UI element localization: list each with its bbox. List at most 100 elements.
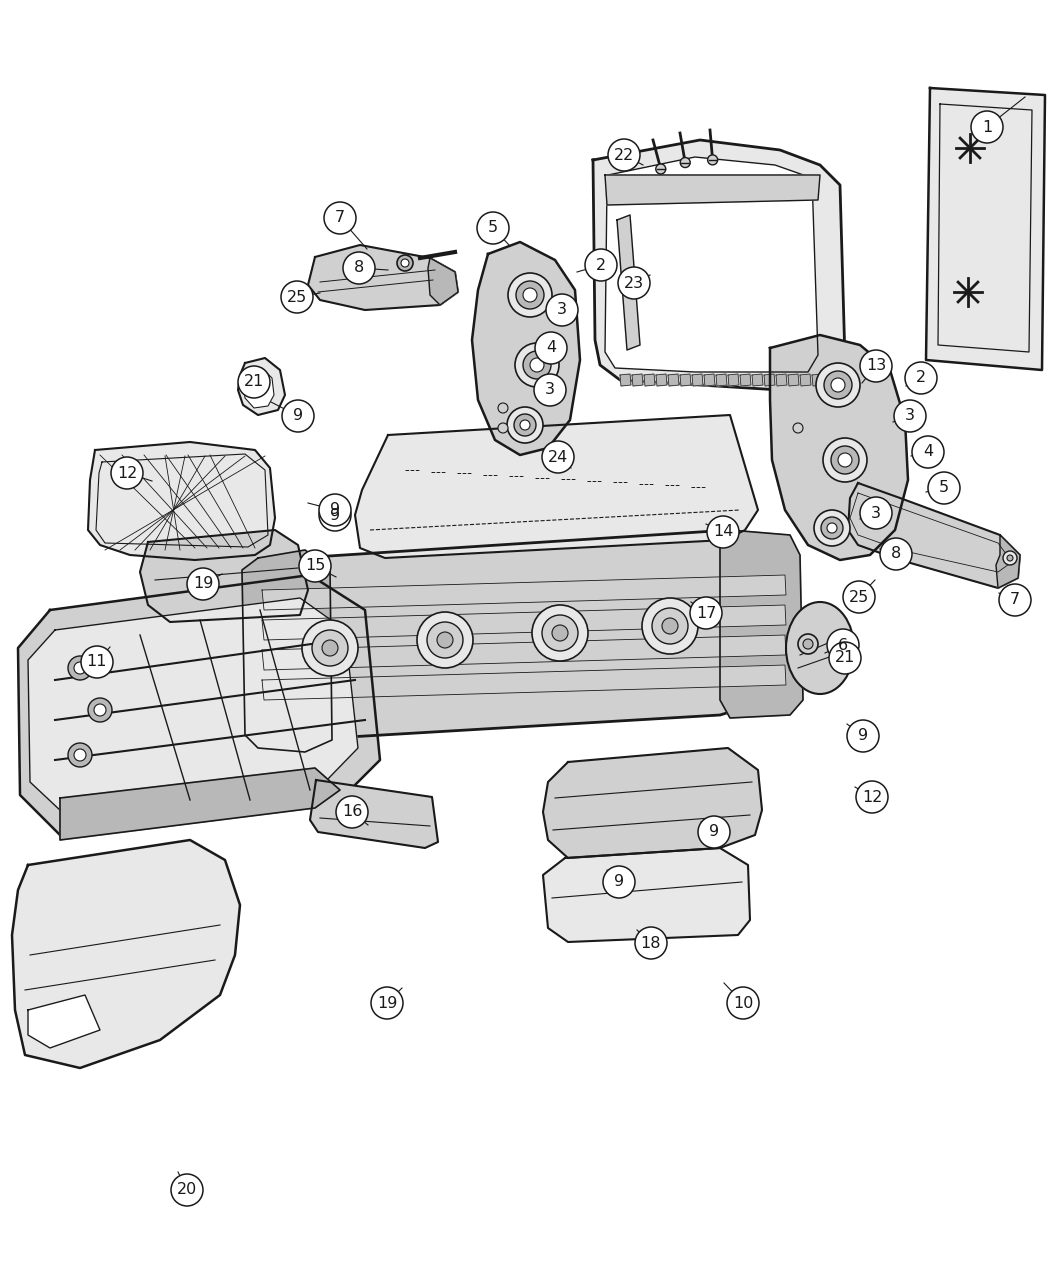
Polygon shape [764,374,775,386]
Text: 2: 2 [596,258,606,273]
Circle shape [618,266,650,300]
Text: 7: 7 [335,210,345,226]
Polygon shape [308,245,458,310]
Polygon shape [262,666,786,700]
Polygon shape [788,374,799,386]
Circle shape [642,598,698,654]
Circle shape [319,499,351,530]
Circle shape [187,567,219,601]
Text: 25: 25 [287,289,307,305]
Polygon shape [620,374,631,386]
Polygon shape [800,374,811,386]
Circle shape [831,446,859,474]
Circle shape [662,618,678,634]
Circle shape [816,363,860,407]
Circle shape [281,280,313,312]
Circle shape [823,439,867,482]
Circle shape [707,516,739,548]
Text: 12: 12 [862,789,882,805]
Text: 6: 6 [838,638,848,653]
Text: 10: 10 [733,996,753,1011]
Circle shape [727,987,759,1019]
Polygon shape [262,635,786,669]
Polygon shape [28,994,100,1048]
Polygon shape [250,530,790,740]
Polygon shape [12,840,240,1068]
Text: 14: 14 [713,524,733,539]
Circle shape [1007,555,1013,561]
Polygon shape [644,374,655,386]
Polygon shape [752,374,763,386]
Circle shape [542,441,574,473]
Circle shape [68,657,92,680]
Polygon shape [428,258,458,305]
Circle shape [508,273,552,317]
Circle shape [417,612,472,668]
Circle shape [532,606,588,660]
Circle shape [111,456,143,490]
Polygon shape [996,536,1020,588]
Text: 19: 19 [377,996,397,1011]
Circle shape [507,407,543,442]
Text: 9: 9 [330,507,340,523]
Text: 9: 9 [330,502,340,518]
Text: 9: 9 [858,728,868,743]
Polygon shape [543,848,750,942]
Circle shape [401,259,410,266]
Polygon shape [310,780,438,848]
Circle shape [312,630,348,666]
Circle shape [860,497,892,529]
Circle shape [534,374,566,405]
Circle shape [843,581,875,613]
Circle shape [656,164,666,173]
Circle shape [94,704,106,717]
Text: 8: 8 [890,547,901,561]
Polygon shape [776,374,788,386]
Polygon shape [926,88,1045,370]
Circle shape [860,351,892,382]
Circle shape [516,280,544,309]
Polygon shape [680,374,691,386]
Ellipse shape [786,602,854,694]
Circle shape [299,550,331,581]
Circle shape [635,927,667,959]
Circle shape [838,453,852,467]
Text: 23: 23 [624,275,644,291]
Polygon shape [632,374,643,386]
Polygon shape [848,483,1020,588]
Text: 11: 11 [87,654,107,669]
Text: 7: 7 [1010,593,1020,607]
Text: 18: 18 [640,936,662,950]
Polygon shape [140,530,308,622]
Circle shape [708,154,717,164]
Text: 16: 16 [342,805,362,820]
Circle shape [894,400,926,432]
Circle shape [698,816,730,848]
Circle shape [928,472,960,504]
Circle shape [552,625,568,641]
Circle shape [514,414,536,436]
Circle shape [171,1174,203,1206]
Text: 3: 3 [556,302,567,317]
Circle shape [847,720,879,752]
Circle shape [798,634,818,654]
Text: 25: 25 [848,589,869,604]
Polygon shape [716,374,727,386]
Circle shape [498,423,508,434]
Circle shape [680,158,690,167]
Circle shape [608,139,640,171]
Polygon shape [692,374,704,386]
Polygon shape [824,374,835,386]
Circle shape [81,646,113,678]
Text: 1: 1 [982,120,992,134]
Polygon shape [740,374,751,386]
Circle shape [546,295,578,326]
Polygon shape [543,748,762,858]
Circle shape [880,538,912,570]
Text: 24: 24 [548,450,568,464]
Text: 4: 4 [546,340,556,356]
Circle shape [336,796,367,827]
Text: 21: 21 [244,375,265,389]
Circle shape [827,629,859,660]
Polygon shape [472,242,580,455]
